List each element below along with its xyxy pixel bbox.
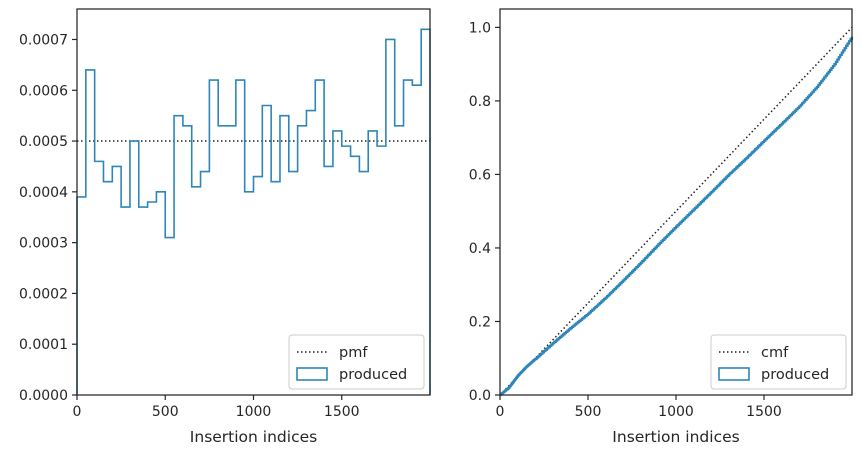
x-tick-label: 1000 xyxy=(236,404,272,420)
x-tick-label: 500 xyxy=(575,404,602,420)
y-tick-label: 0.0004 xyxy=(19,185,68,201)
y-tick-label: 0.0001 xyxy=(19,337,68,353)
y-tick-label: 0.0007 xyxy=(19,32,68,48)
legend-label: pmf xyxy=(339,345,368,361)
legend-label: produced xyxy=(761,367,829,383)
produced-histogram-step xyxy=(76,28,431,395)
y-tick-label: 0.2 xyxy=(469,314,491,330)
x-axis: 0 500 1000 1500 xyxy=(496,395,782,420)
legend: pmf produced xyxy=(288,334,425,390)
y-tick-label: 0.4 xyxy=(469,241,491,257)
x-tick-label: 1500 xyxy=(324,404,360,420)
cmf-reference-line xyxy=(499,26,853,396)
y-tick-label: 0.0 xyxy=(469,388,491,404)
x-tick-label: 1500 xyxy=(746,404,782,420)
legend-label: produced xyxy=(339,367,407,383)
legend-series-swatch xyxy=(718,367,750,381)
legend-box xyxy=(710,334,847,390)
x-tick-label: 0 xyxy=(73,404,82,420)
legend: cmf produced xyxy=(710,334,847,390)
y-axis: 0.0 0.2 0.4 0.6 0.8 1.0 xyxy=(469,20,500,404)
y-axis: 0.0000 0.0001 0.0002 0.0003 0.0004 0.0005 0.00… xyxy=(19,32,77,404)
y-tick-label: 0.6 xyxy=(469,167,491,183)
y-tick-label: 0.0002 xyxy=(19,286,68,302)
x-tick-label: 0 xyxy=(496,404,505,420)
y-tick-label: 0.0006 xyxy=(19,83,68,99)
y-tick-label: 0.0000 xyxy=(19,388,68,404)
produced-cumulative-line xyxy=(499,36,854,397)
x-axis-label: Insertion indices xyxy=(190,428,317,446)
legend-box xyxy=(288,334,425,390)
cmf-line-panel: 0 500 1000 1500 0.0 0.2 0.4 0.6 0.8 1.0 Insertio… xyxy=(469,8,854,446)
x-tick-label: 1000 xyxy=(658,404,694,420)
y-tick-label: 1.0 xyxy=(469,20,491,36)
legend-series-swatch xyxy=(296,367,328,381)
legend-label: cmf xyxy=(761,345,789,361)
x-tick-label: 500 xyxy=(152,404,179,420)
x-axis-label: Insertion indices xyxy=(612,428,739,446)
x-axis: 0 500 1000 1500 xyxy=(73,395,360,420)
pmf-histogram-panel: 0 500 1000 1500 0.00000.00010.00020.00030.0… xyxy=(19,8,431,446)
y-tick-label: 0.8 xyxy=(469,94,491,110)
y-tick-label: 0.0005 xyxy=(19,134,68,150)
y-tick-label: 0.0003 xyxy=(19,236,68,252)
